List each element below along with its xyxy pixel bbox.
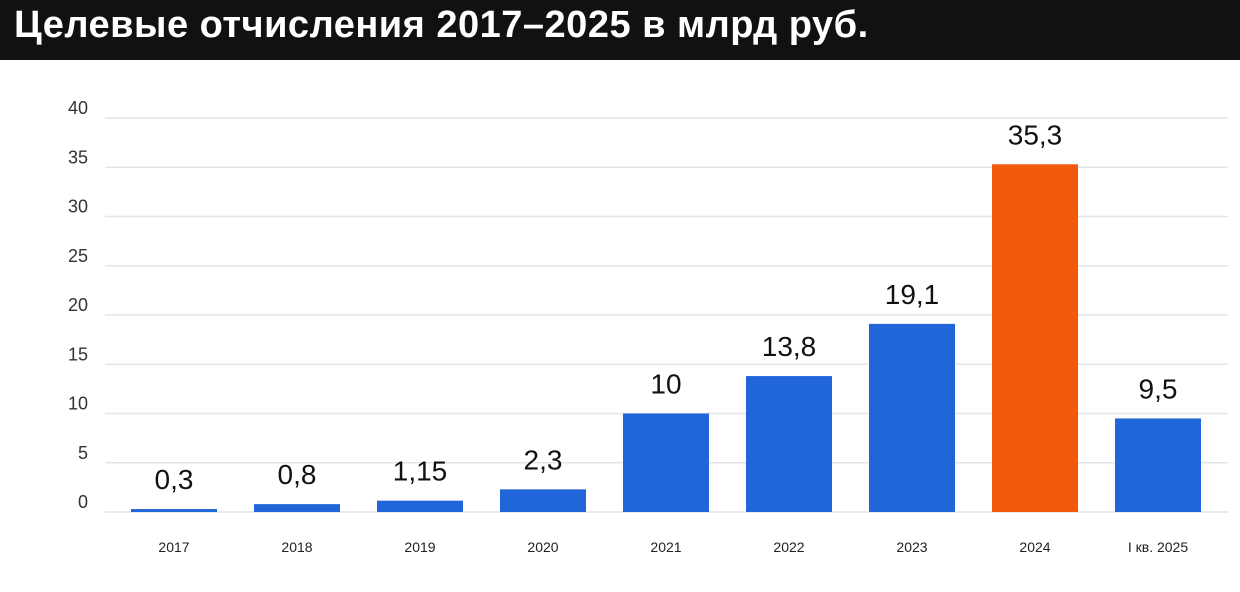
value-label: 1,15 — [393, 456, 448, 487]
x-category-label: I кв. 2025 — [1128, 539, 1188, 555]
value-label: 9,5 — [1139, 373, 1178, 404]
value-label: 2,3 — [524, 444, 563, 475]
value-label: 10 — [650, 369, 681, 400]
x-category-label: 2018 — [281, 539, 312, 555]
title-bar: Целевые отчисления 2017–2025 в млрд руб. — [0, 0, 1240, 60]
x-category-label: 2017 — [158, 539, 189, 555]
bar-I-кв.-2025 — [1115, 418, 1201, 512]
bar-2022 — [746, 376, 832, 512]
y-tick-label: 20 — [68, 295, 88, 315]
y-tick-label: 5 — [78, 443, 88, 463]
value-label: 19,1 — [885, 279, 940, 310]
bar-2017 — [131, 509, 217, 512]
y-tick-label: 0 — [78, 492, 88, 512]
x-category-label: 2020 — [527, 539, 558, 555]
value-label: 0,8 — [278, 459, 317, 490]
page-title: Целевые отчисления 2017–2025 в млрд руб. — [14, 4, 869, 46]
x-category-label: 2022 — [773, 539, 804, 555]
y-tick-label: 35 — [68, 147, 88, 167]
y-tick-label: 15 — [68, 344, 88, 364]
value-label: 13,8 — [762, 331, 817, 362]
y-tick-label: 25 — [68, 246, 88, 266]
bars — [131, 164, 1201, 513]
y-axis-ticks: 0 5 10 15 20 25 30 35 40 — [68, 98, 88, 512]
y-tick-label: 30 — [68, 197, 88, 217]
bar-2021 — [623, 413, 709, 512]
x-category-label: 2023 — [896, 539, 927, 555]
x-axis-labels: 2017 2018 2019 2020 2021 2022 2023 2024 I кв. 20… — [158, 539, 1188, 555]
value-labels: 0,3 0,8 1,15 2,3 10 13,8 19,1 35,3 9,5 — [155, 119, 1178, 495]
bar-2018 — [254, 504, 340, 512]
y-tick-label: 40 — [68, 98, 88, 118]
x-category-label: 2024 — [1019, 539, 1050, 555]
bar-2019 — [377, 500, 463, 512]
bar-2023 — [869, 323, 955, 512]
bar-2024 — [992, 164, 1078, 513]
x-category-label: 2019 — [404, 539, 435, 555]
value-label: 35,3 — [1008, 119, 1063, 150]
bar-2020 — [500, 489, 586, 512]
y-tick-label: 10 — [68, 394, 88, 414]
x-category-label: 2021 — [650, 539, 681, 555]
value-label: 0,3 — [155, 464, 194, 495]
